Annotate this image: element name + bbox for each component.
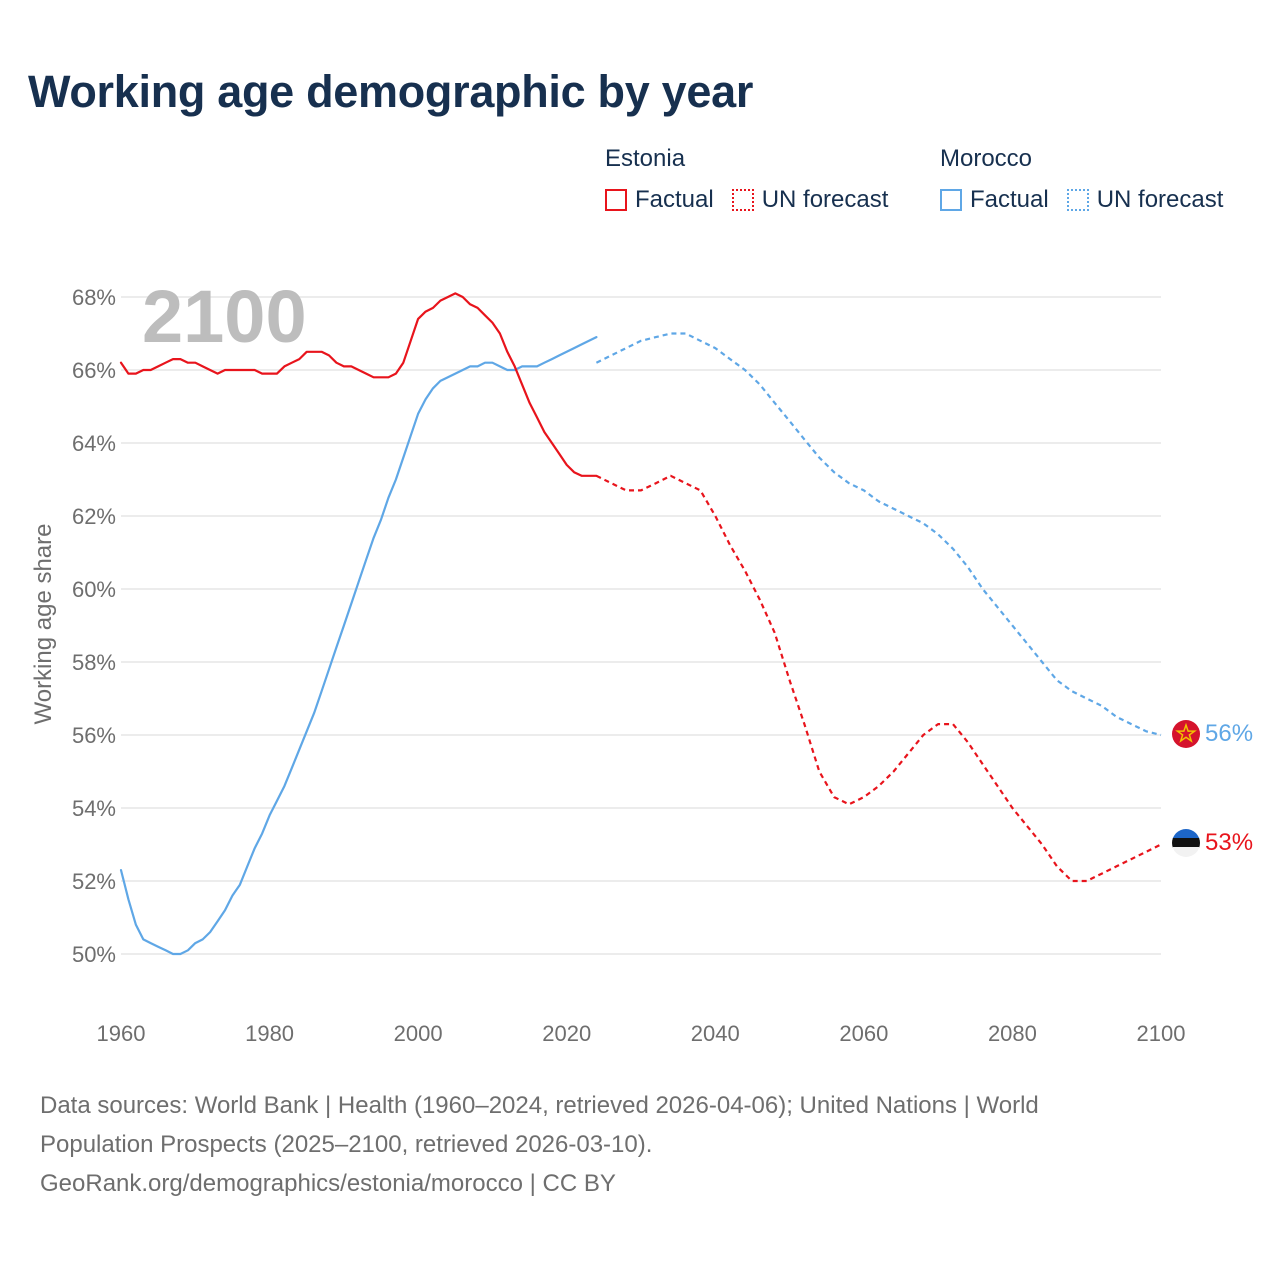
legend-swatch-solid-icon xyxy=(940,189,962,211)
y-tick-label: 54% xyxy=(72,796,116,821)
year-watermark: 2100 xyxy=(142,275,307,358)
legend-item-estonia-forecast[interactable]: UN forecast xyxy=(731,186,889,214)
x-tick-label: 1960 xyxy=(97,1021,146,1046)
legend-group-morocco: Morocco Factual UN forecast xyxy=(940,144,1241,214)
chart-title: Working age demographic by year xyxy=(28,66,754,117)
y-tick-label: 68% xyxy=(72,285,116,310)
legend-group-name: Estonia xyxy=(605,145,686,172)
y-tick-label: 52% xyxy=(72,869,116,894)
footer-line: Population Prospects (2025–2100, retriev… xyxy=(40,1131,653,1158)
estonia-end-value-label: 53% xyxy=(1205,829,1253,856)
y-axis-ticks: 50% 52% 54% 56% 58% 60% 62% 64% 66% 68% xyxy=(72,285,116,967)
series-lines xyxy=(119,292,1162,956)
legend-swatch-dotted-icon xyxy=(731,189,754,211)
footer-line[interactable]: GeoRank.org/demographics/estonia/morocco… xyxy=(40,1170,616,1197)
legend-item-estonia-factual[interactable]: Factual xyxy=(605,186,714,214)
estonia-flag-icon xyxy=(1172,829,1200,857)
legend-label: Factual xyxy=(635,186,714,213)
y-tick-label: 62% xyxy=(72,504,116,529)
y-axis-label: Working age share xyxy=(30,524,57,725)
y-tick-label: 56% xyxy=(72,723,116,748)
y-tick-label: 60% xyxy=(72,577,116,602)
y-tick-label: 66% xyxy=(72,358,116,383)
legend-item-morocco-forecast[interactable]: UN forecast xyxy=(1066,186,1224,214)
legend-group-estonia: Estonia Factual UN forecast xyxy=(605,144,906,214)
x-tick-label: 2020 xyxy=(542,1021,591,1046)
legend-group-name: Morocco xyxy=(940,145,1033,172)
x-tick-label: 1980 xyxy=(245,1021,294,1046)
end-markers: 56% 53% xyxy=(1172,720,1253,857)
x-tick-label: 2060 xyxy=(839,1021,888,1046)
estonia-forecast-line xyxy=(595,474,1162,883)
legend-item-morocco-factual[interactable]: Factual xyxy=(940,186,1049,214)
morocco-factual-line xyxy=(119,336,598,956)
morocco-end-value-label: 56% xyxy=(1205,720,1253,747)
x-axis-ticks: 1960 1980 2000 2020 2040 2060 2080 2100 xyxy=(97,1021,1186,1046)
morocco-flag-icon xyxy=(1172,720,1200,748)
line-chart: 2100 50% 52% 54% 56% 58% 60% 62% 64% 66% 68% 1960… xyxy=(30,275,1253,1046)
x-tick-label: 2040 xyxy=(691,1021,740,1046)
morocco-forecast-line xyxy=(595,332,1162,737)
y-tick-label: 50% xyxy=(72,942,116,967)
estonia-factual-line xyxy=(119,292,598,477)
footer-line: Data sources: World Bank | Health (1960–… xyxy=(40,1092,1039,1119)
legend-swatch-solid-icon xyxy=(605,189,627,211)
grid-lines xyxy=(121,296,1161,955)
x-tick-label: 2000 xyxy=(394,1021,443,1046)
y-tick-label: 58% xyxy=(72,650,116,675)
legend-label: UN forecast xyxy=(1096,186,1224,213)
legend-label: Factual xyxy=(970,186,1049,213)
x-tick-label: 2100 xyxy=(1137,1021,1186,1046)
x-tick-label: 2080 xyxy=(988,1021,1037,1046)
legend-swatch-dotted-icon xyxy=(1066,189,1089,211)
data-sources-footer: Data sources: World Bank | Health (1960–… xyxy=(40,1086,1220,1203)
y-tick-label: 64% xyxy=(72,431,116,456)
legend-label: UN forecast xyxy=(761,186,889,213)
